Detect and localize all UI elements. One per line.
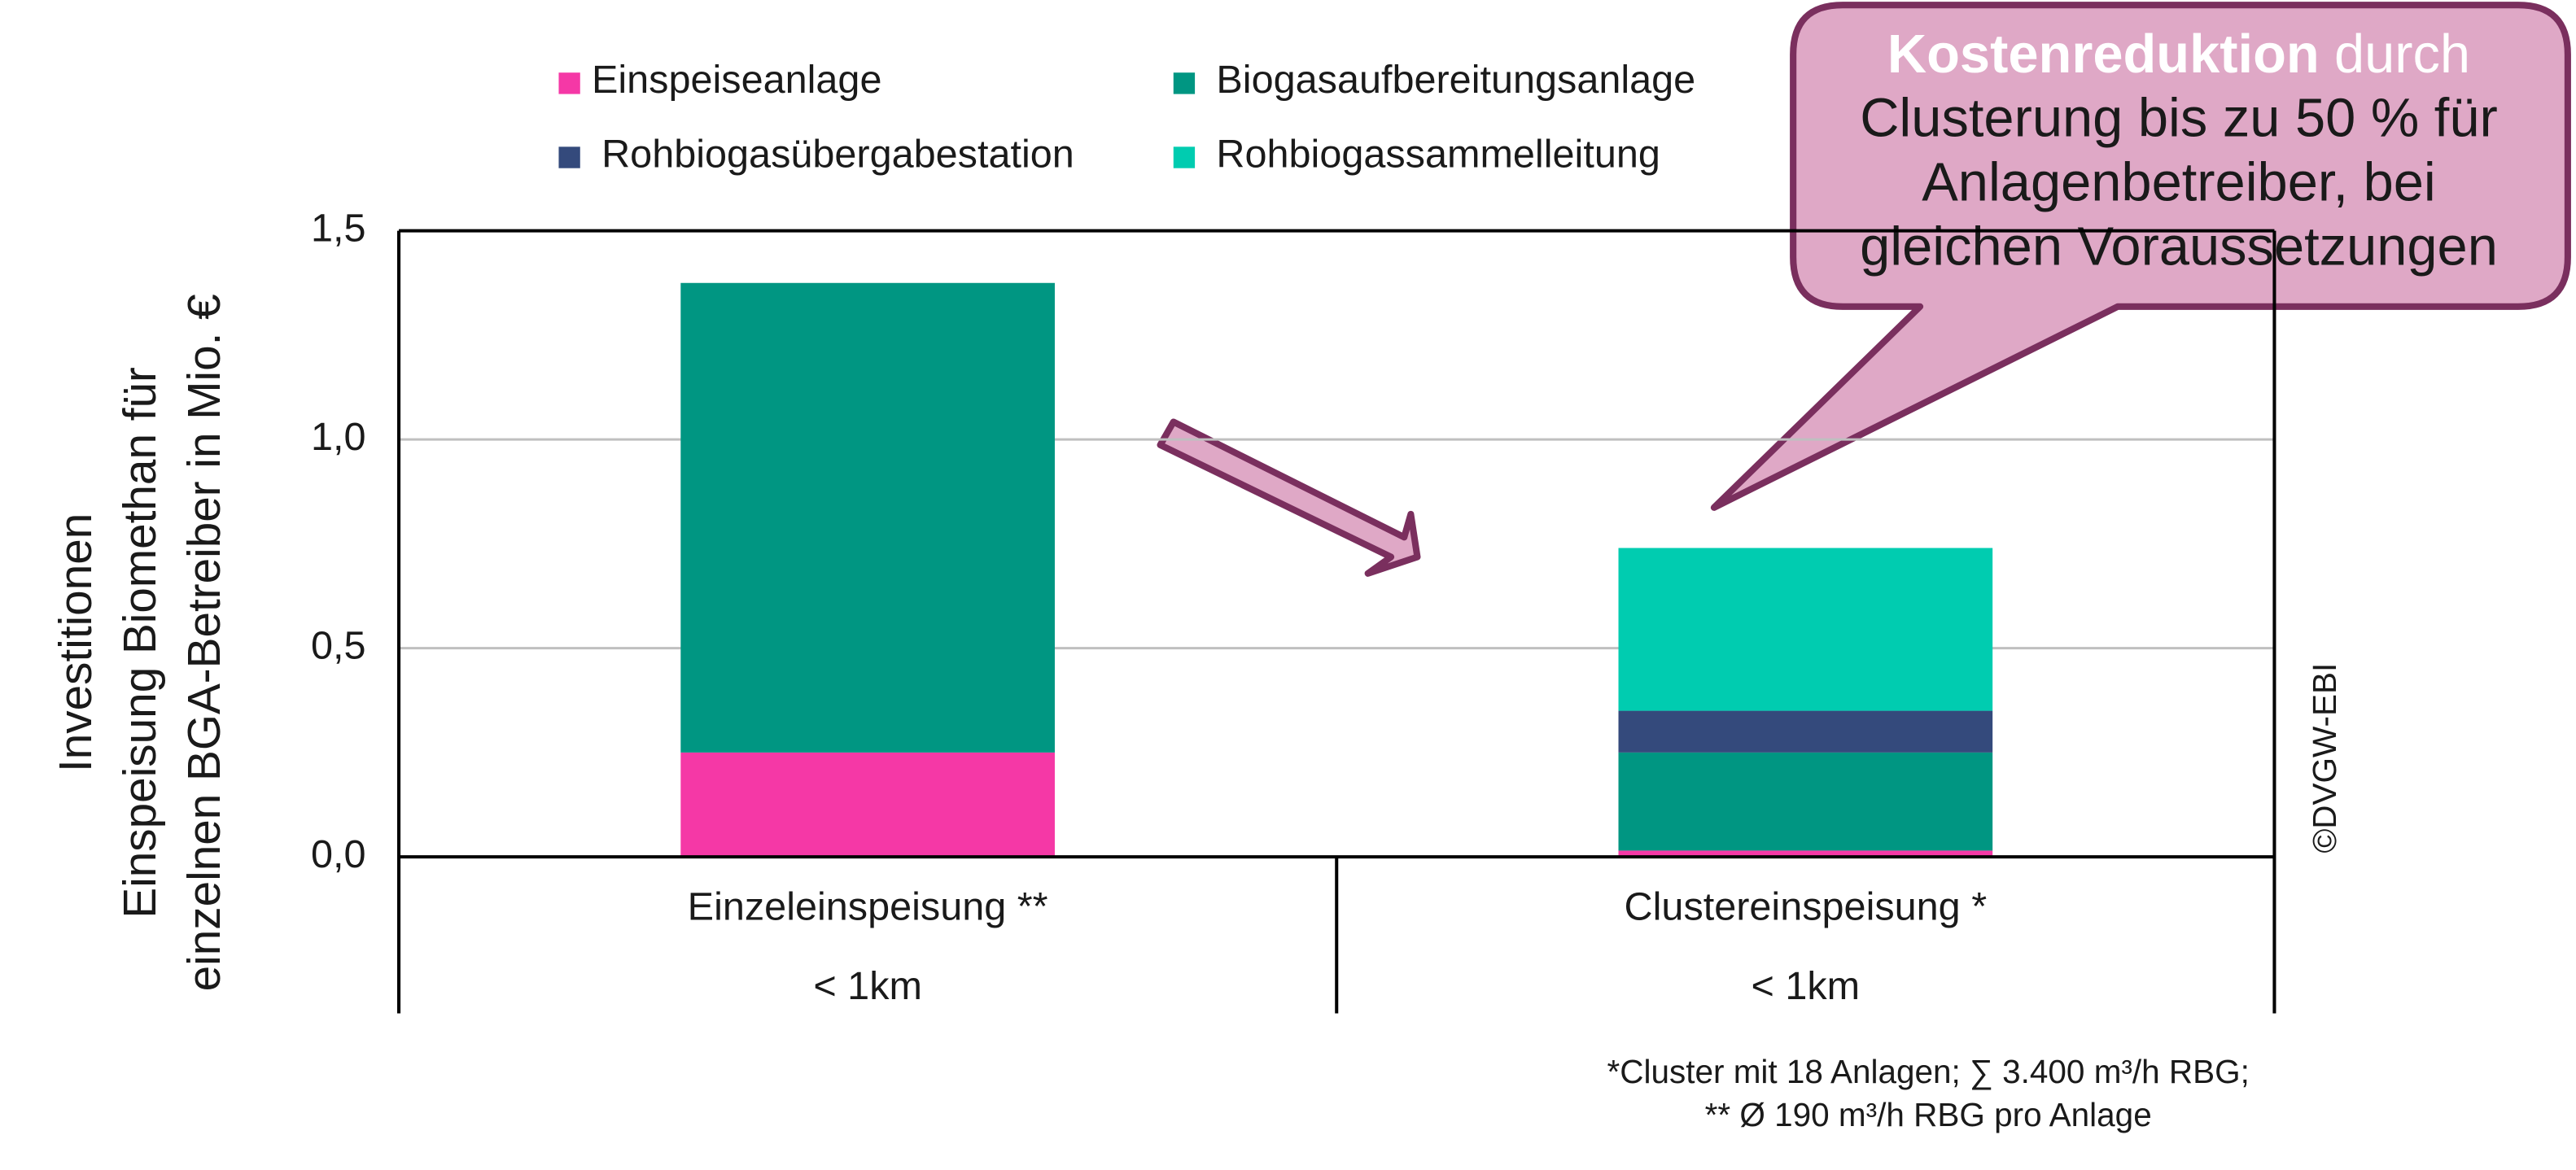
legend-label: Rohbiogassammelleitung [1216, 132, 1660, 176]
copyright: ©DVGW-EBI [2306, 663, 2343, 853]
y-tick-label: 1,0 [311, 415, 366, 459]
x-tick-label: Einzeleinspeisung ** [688, 885, 1048, 929]
callout-line: Kostenreduktion durch [1887, 24, 2470, 85]
callout-bold: Kostenreduktion [1887, 24, 2320, 85]
y-tick-label: 1,5 [311, 206, 366, 250]
x-sublabel: < 1km [813, 964, 922, 1008]
bar-segment [680, 752, 1055, 858]
legend-label: Rohbiogasübergabestation [601, 132, 1074, 176]
callout-line: gleichen Voraussetzungen [1860, 217, 2498, 277]
callout-text: durch [2334, 24, 2470, 85]
bar-segment [1618, 850, 1993, 858]
bar-segment [1618, 710, 1993, 753]
y-axis-label: Investitionen [50, 513, 102, 772]
bar-segment [680, 282, 1055, 753]
bar-segment [1618, 752, 1993, 851]
footnote: ** Ø 190 m³/h RBG pro Anlage [1705, 1096, 2152, 1133]
callout-line: Clusterung bis zu 50 % für [1860, 89, 2498, 149]
footnote: *Cluster mit 18 Anlagen; ∑ 3.400 m³/h RB… [1607, 1053, 2249, 1090]
y-tick-label: 0,0 [311, 832, 366, 876]
legend-swatch [1173, 72, 1196, 94]
x-tick-label: Clustereinspeisung * [1625, 885, 1988, 929]
y-axis-label: einzelnen BGA-Betreiber in Mio. € [179, 294, 230, 991]
legend-label: Biogasaufbereitungsanlage [1216, 58, 1695, 102]
y-axis-label: Einspeisung Biomethan für [115, 367, 166, 919]
legend-swatch [558, 72, 580, 94]
legend-label: Einspeiseanlage [592, 58, 882, 102]
arrow [1157, 418, 1421, 577]
callout [1710, 2, 2571, 511]
callout-line: Anlagenbetreiber, bei [1922, 153, 2436, 213]
legend-swatch [1173, 146, 1196, 168]
x-sublabel: < 1km [1752, 964, 1861, 1008]
y-tick-label: 0,5 [311, 623, 366, 667]
legend-swatch [558, 146, 580, 168]
bar-segment [1618, 548, 1993, 711]
